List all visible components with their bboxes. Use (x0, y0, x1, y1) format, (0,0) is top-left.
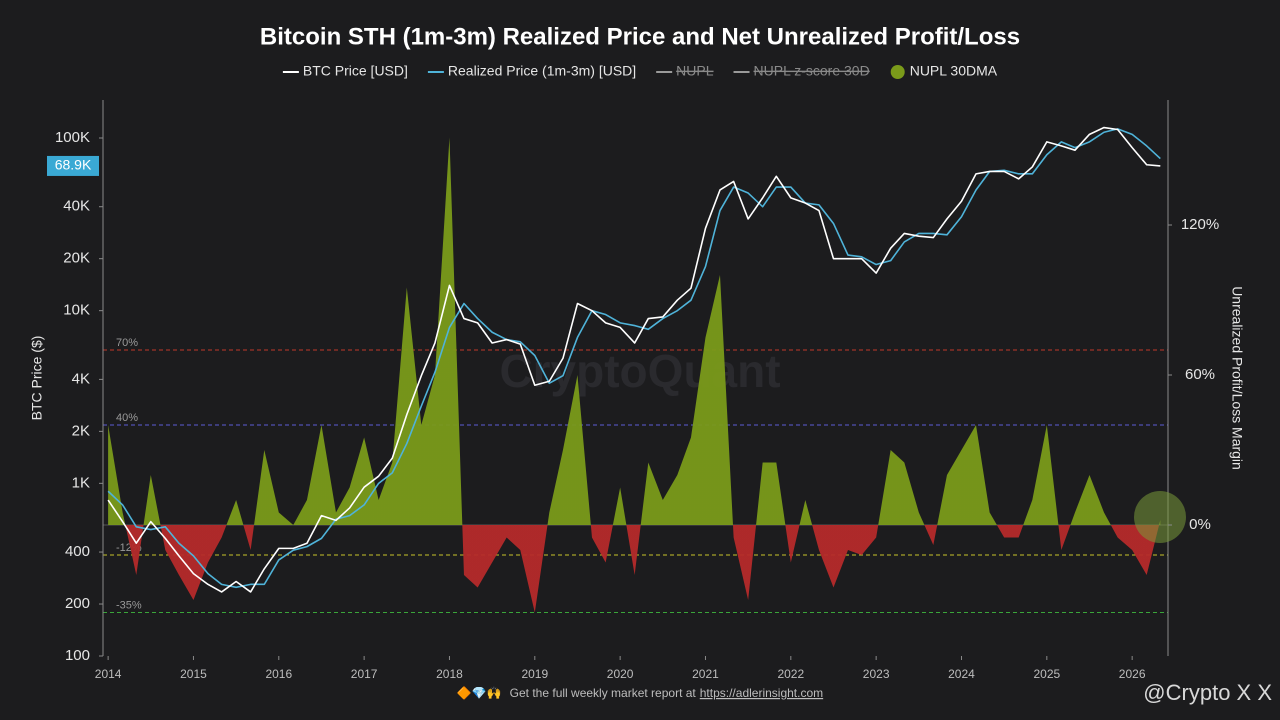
reference-label: 70% (116, 337, 138, 349)
y-tick-label: 4K (72, 370, 90, 387)
x-tick-label: 2023 (863, 667, 890, 681)
x-tick-label: 2022 (777, 667, 804, 681)
x-tick-label: 2026 (1119, 667, 1146, 681)
legend-label[interactable]: NUPL z-score 30D (754, 63, 870, 79)
y-tick-label: 200 (65, 595, 90, 612)
current-price-tag (47, 155, 99, 176)
y-tick-label: 100 (65, 647, 90, 664)
x-tick-label: 2021 (692, 667, 719, 681)
x-tick-label: 2024 (948, 667, 975, 681)
footer-icons: 🔶💎🙌 (457, 686, 502, 700)
highlight-circle (1134, 491, 1186, 543)
x-tick-label: 2018 (436, 667, 463, 681)
reference-label: -35% (116, 599, 142, 611)
x-tick-label: 2014 (95, 667, 122, 681)
y-axis-label: BTC Price ($) (29, 336, 45, 421)
y-tick-label: 2K (72, 422, 90, 439)
y2-tick-label: 60% (1185, 366, 1215, 383)
y2-tick-label: 120% (1181, 216, 1219, 233)
brand: @Crypto X X (1143, 680, 1272, 705)
current-price-label: 68.9K (55, 157, 92, 173)
legend-label[interactable]: NUPL 30DMA (910, 63, 998, 79)
reference-label: 40% (116, 412, 138, 424)
x-tick-label: 2015 (180, 667, 207, 681)
x-tick-label: 2025 (1033, 667, 1060, 681)
price-line (107, 128, 1161, 589)
x-tick-label: 2019 (521, 667, 548, 681)
price-line (107, 126, 1161, 593)
legend-marker (890, 65, 905, 79)
legend-label[interactable]: NUPL (676, 63, 714, 79)
y-tick-label: 10K (63, 302, 90, 319)
x-tick-label: 2016 (265, 667, 292, 681)
plot-area: 70%40%-12%-35% (103, 126, 1168, 613)
y-tick-label: 20K (63, 250, 90, 267)
legend-label[interactable]: Realized Price (1m-3m) [USD] (448, 63, 636, 79)
y-tick-label: 1K (72, 474, 90, 491)
chart-title: Bitcoin STH (1m-3m) Realized Price and N… (260, 23, 1020, 50)
y-tick-label: 40K (63, 198, 90, 215)
footer: 🔶💎🙌 Get the full weekly market report at h… (457, 686, 823, 700)
footer-link[interactable]: https://adlerinsight.com (700, 686, 823, 700)
watermark: CryptoQuant (499, 345, 780, 397)
x-tick-label: 2017 (351, 667, 378, 681)
y2-axis-label: Unrealized Profit/Loss Margin (1229, 286, 1245, 470)
y2-tick-label: 0% (1189, 516, 1211, 533)
footer-text: Get the full weekly market report at (510, 686, 697, 700)
legend: BTC Price [USD] Realized Price (1m-3m) [U… (282, 63, 998, 79)
legend-label[interactable]: BTC Price [USD] (303, 63, 408, 79)
y-tick-label: 100K (55, 129, 90, 146)
y-tick-label: 400 (65, 543, 90, 560)
x-tick-label: 2020 (607, 667, 634, 681)
